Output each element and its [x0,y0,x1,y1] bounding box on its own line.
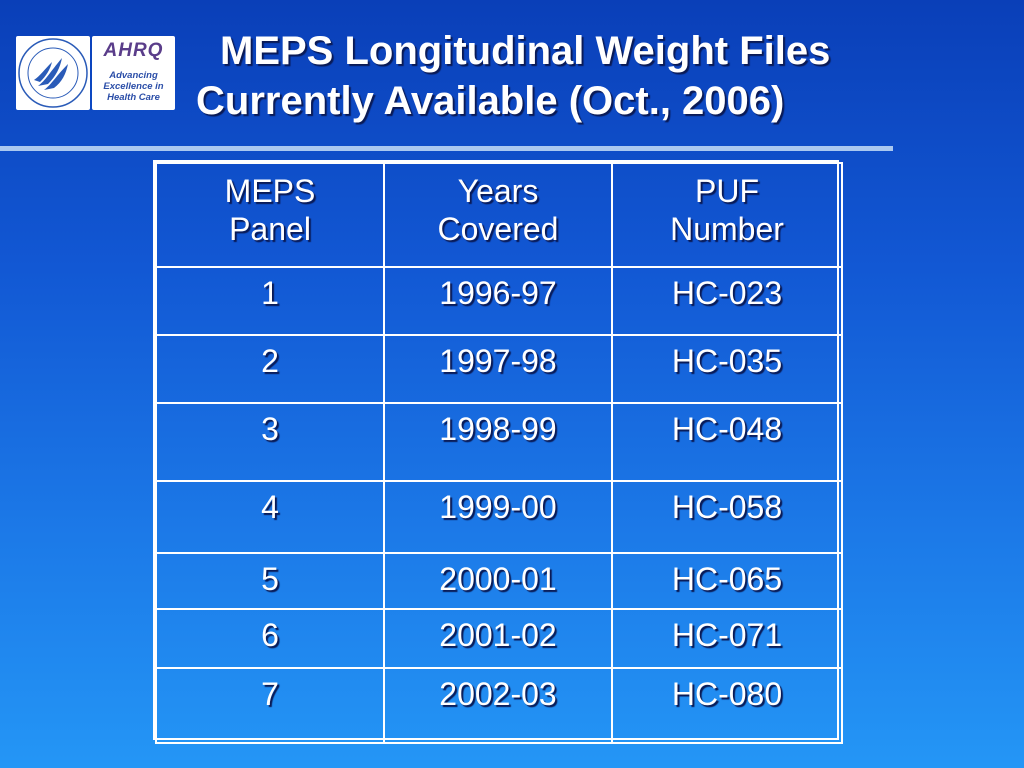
years-cell: 1998-99 [383,402,613,482]
puf-cell: HC-048 [611,402,843,482]
title-divider [0,146,893,151]
table-row: 3 1998-99 HC-048 [155,402,843,482]
hhs-eagle-seal-icon [18,38,88,108]
years-cell: 2002-03 [383,667,613,744]
panel-cell: 7 [155,667,385,744]
header-years-covered: Years Covered [383,162,613,268]
title-line-1: MEPS Longitudinal Weight Files [220,29,831,73]
ahrq-tagline-2: Excellence in [103,81,164,92]
years-cell: 1997-98 [383,334,613,404]
table-row: 4 1999-00 HC-058 [155,480,843,554]
panel-cell: 4 [155,480,385,554]
table-row: 2 1997-98 HC-035 [155,334,843,404]
header-text: Panel [229,211,311,247]
header-text: Years [457,173,539,209]
puf-cell: HC-065 [611,552,843,610]
table-row: 5 2000-01 HC-065 [155,552,843,610]
panel-cell: 5 [155,552,385,610]
table-row: 6 2001-02 HC-071 [155,608,843,669]
header-text: Number [670,211,784,247]
ahrq-tagline-1: Advancing [109,70,158,81]
header-text: Covered [437,211,559,247]
panel-cell: 6 [155,608,385,669]
years-cell: 1999-00 [383,480,613,554]
puf-cell: HC-071 [611,608,843,669]
years-cell: 1996-97 [383,266,613,336]
panel-cell: 2 [155,334,385,404]
years-cell: 2001-02 [383,608,613,669]
years-cell: 2000-01 [383,552,613,610]
panel-cell: 1 [155,266,385,336]
puf-cell: HC-058 [611,480,843,554]
table-row: 7 2002-03 HC-080 [155,667,843,744]
header-puf-number: PUF Number [611,162,843,268]
ahrq-logo: AHRQ Advancing Excellence in Health Care [92,36,175,110]
panel-cell: 3 [155,402,385,482]
puf-cell: HC-023 [611,266,843,336]
puf-cell: HC-080 [611,667,843,744]
ahrq-tagline-3: Health Care [107,92,160,103]
slide-title: MEPS Longitudinal Weight Files Currently… [196,26,936,126]
header-text: PUF [695,173,759,209]
weight-files-table: MEPS Panel Years Covered PUF Number 1 19… [153,160,843,744]
header-text: MEPS [224,173,316,209]
table-header-row: MEPS Panel Years Covered PUF Number [155,162,843,268]
hhs-logo [16,36,90,110]
header-meps-panel: MEPS Panel [155,162,385,268]
table-row: 1 1996-97 HC-023 [155,266,843,336]
ahrq-wordmark: AHRQ [103,40,164,61]
puf-cell: HC-035 [611,334,843,404]
title-line-2: Currently Available (Oct., 2006) [196,79,785,123]
